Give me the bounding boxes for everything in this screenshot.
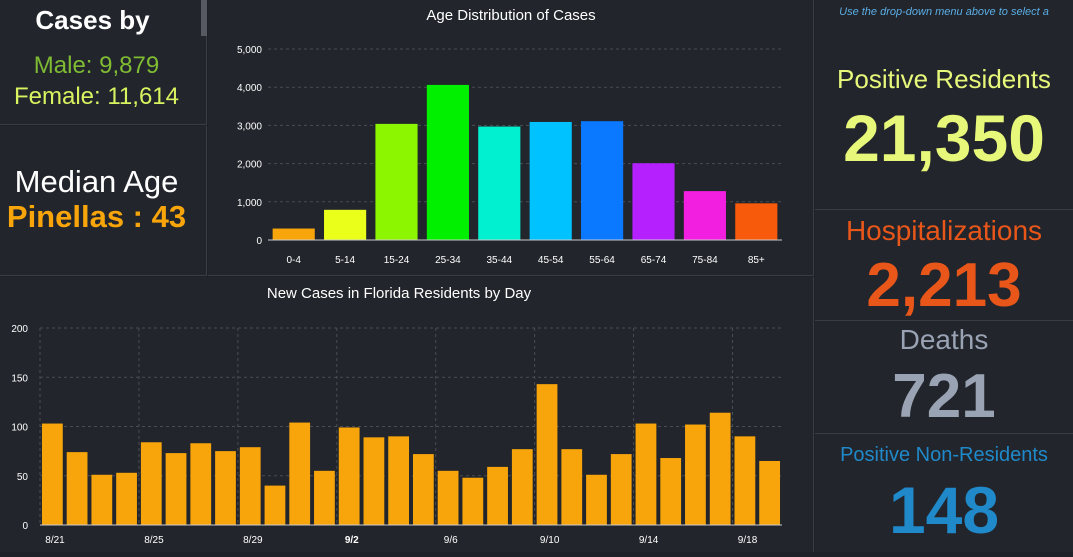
scrollbar-thumb[interactable] (201, 0, 207, 36)
x-tick-label: 45-54 (538, 255, 564, 266)
x-tick-label: 0-4 (286, 255, 301, 266)
hospitalizations-value: 2,213 (866, 251, 1022, 320)
day-bar-9/13 (610, 454, 632, 525)
age-bar-35-44 (478, 126, 521, 240)
day-bar-8/23 (91, 474, 113, 525)
positive-residents-label: Positive Residents (837, 64, 1051, 94)
age-distribution-chart: Age Distribution of Cases 0 1,000 2,000 3,0… (237, 7, 782, 266)
day-bar-8/28 (215, 451, 236, 525)
median-age-panel: Median Age Pinellas : 43 (0, 126, 207, 276)
age-bar-65-74 (632, 163, 675, 240)
hospitalizations-label: Hospitalizations (845, 215, 1043, 246)
day-bar-9/1 (314, 470, 335, 525)
age-bar-55-64 (581, 121, 624, 240)
y-tick-label: 200 (11, 324, 28, 335)
day-bar-9/12 (586, 474, 607, 525)
day-bar-9/8 (487, 466, 508, 525)
age-distribution-panel: Age Distribution of Cases 0 1,000 2,000 3,0… (208, 0, 814, 276)
day-bar-8/26 (165, 453, 187, 525)
x-tick-label: 25-34 (435, 255, 461, 266)
day-bar-9/9 (511, 449, 533, 525)
day-bar-9/10 (536, 384, 558, 525)
deaths-label: Deaths (899, 324, 989, 355)
median-age-label: Median Age (14, 164, 179, 199)
day-bar-9/2 (338, 427, 360, 525)
day-bar-8/31 (289, 422, 311, 525)
y-tick-label: 3,000 (237, 121, 262, 132)
day-bar-8/29 (239, 447, 261, 525)
non-residents-label: Positive Non-Residents (840, 444, 1048, 466)
daily-cases-panel: New Cases in Florida Residents by Day 0 5… (0, 277, 814, 552)
non-residents-value: 148 (888, 473, 1000, 547)
age-bar-85+ (735, 203, 778, 240)
day-bar-8/22 (66, 452, 88, 525)
deaths-value: 721 (892, 362, 996, 431)
positive-residents-box: Use the drop-down menu above to select a… (815, 0, 1073, 210)
x-tick-label: 75-84 (692, 255, 718, 266)
x-tick-label: 9/6 (444, 535, 458, 546)
daily-chart-title: New Cases in Florida Residents by Day (267, 285, 532, 302)
x-tick-label: 8/21 (45, 535, 65, 546)
daily-cases-chart: New Cases in Florida Residents by Day 0 5… (11, 285, 782, 546)
y-tick-label: 4,000 (237, 83, 262, 94)
age-chart-title: Age Distribution of Cases (426, 7, 595, 24)
age-bar-0-4 (272, 228, 315, 240)
y-tick-label: 150 (11, 373, 28, 384)
female-count: Female: 11,614 (14, 83, 179, 110)
positive-residents-value: 21,350 (843, 101, 1045, 175)
x-tick-label: 8/29 (243, 535, 263, 546)
x-tick-label: 85+ (748, 255, 765, 266)
day-bar-9/19 (759, 460, 781, 525)
day-bar-9/15 (660, 458, 682, 525)
cases-by-panel: Cases by Male: 9,879 Female: 11,614 (0, 0, 207, 125)
day-bar-9/17 (709, 412, 731, 525)
male-count: Male: 9,879 (33, 52, 160, 79)
day-bar-9/7 (462, 477, 484, 525)
day-bar-9/14 (635, 423, 657, 525)
x-tick-label: 9/18 (738, 535, 758, 546)
day-bar-9/6 (437, 470, 459, 525)
x-tick-label: 5-14 (335, 255, 355, 266)
x-tick-label: 9/14 (639, 535, 659, 546)
y-tick-label: 50 (17, 472, 29, 483)
x-tick-label: 8/25 (144, 535, 164, 546)
x-tick-label: 35-44 (487, 255, 513, 266)
y-tick-label: 0 (256, 236, 262, 247)
day-bar-8/24 (116, 472, 137, 525)
x-tick-label: 9/2 (345, 535, 359, 546)
day-bar-9/18 (734, 436, 756, 525)
day-bar-9/16 (685, 424, 706, 525)
dropdown-hint-text: Use the drop-down menu above to select a (839, 6, 1049, 18)
age-bar-45-54 (529, 121, 572, 240)
day-bar-9/11 (561, 449, 583, 525)
day-bar-8/25 (140, 442, 162, 525)
age-bar-25-34 (426, 84, 469, 241)
hospitalizations-box: Hospitalizations 2,213 (815, 210, 1073, 321)
deaths-box: Deaths 721 (815, 321, 1073, 434)
day-bar-8/30 (264, 485, 286, 525)
x-tick-label: 15-24 (384, 255, 410, 266)
age-bar-15-24 (375, 123, 418, 240)
y-tick-label: 5,000 (237, 45, 262, 56)
day-bar-9/5 (412, 454, 434, 525)
cases-by-title: Cases by (35, 5, 150, 35)
day-bar-8/27 (190, 443, 212, 525)
y-tick-label: 100 (11, 423, 28, 434)
metrics-panel: Use the drop-down menu above to select a… (815, 0, 1073, 552)
y-tick-label: 1,000 (237, 198, 262, 209)
x-tick-label: 9/10 (540, 535, 560, 546)
non-residents-box: Positive Non-Residents 148 (815, 434, 1073, 552)
age-bar-5-14 (324, 209, 367, 240)
day-bar-9/3 (363, 437, 385, 525)
age-bar-75-84 (683, 191, 726, 240)
median-age-value: Pinellas : 43 (6, 199, 187, 234)
y-tick-label: 2,000 (237, 160, 262, 171)
day-bar-9/4 (388, 436, 410, 525)
day-bar-8/21 (41, 423, 63, 525)
x-tick-label: 55-64 (589, 255, 615, 266)
x-tick-label: 65-74 (641, 255, 667, 266)
y-tick-label: 0 (22, 521, 28, 532)
